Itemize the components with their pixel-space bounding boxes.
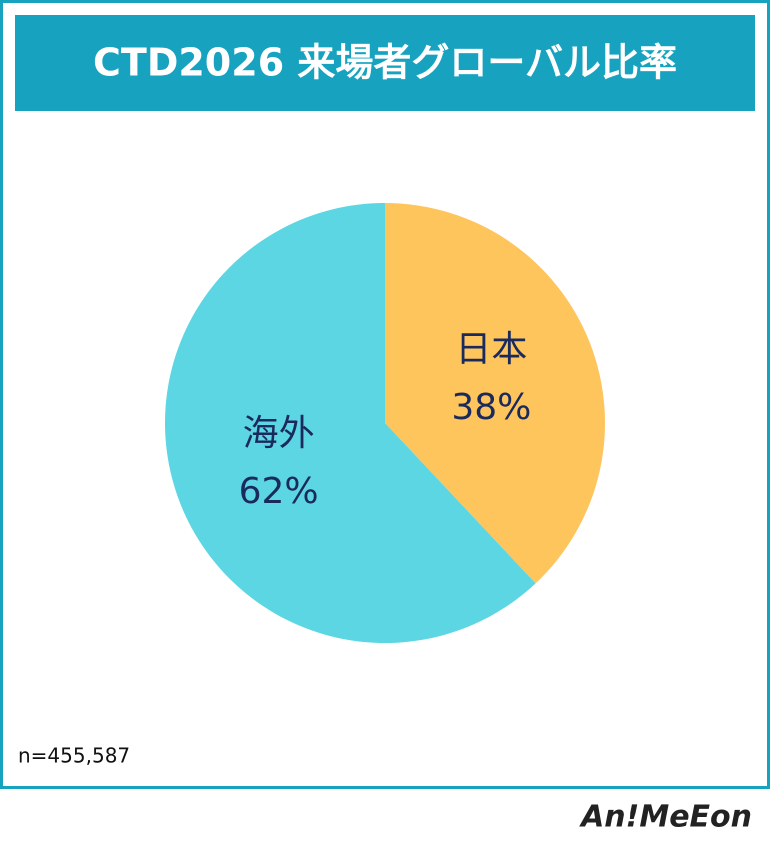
slice-value-label: 38% (451, 387, 531, 428)
logo: An!MeEon (579, 800, 752, 835)
note: n=455,587 (18, 744, 130, 768)
slice-value-label: 62% (239, 471, 319, 512)
chart-title: CTD2026 来場者グローバル比率 (93, 41, 677, 85)
slice-category-label: 海外 (243, 413, 315, 454)
slice-category-label: 日本 (455, 329, 527, 370)
pie-slice (385, 203, 605, 584)
title-banner (15, 15, 755, 111)
pie-slice (165, 203, 536, 643)
